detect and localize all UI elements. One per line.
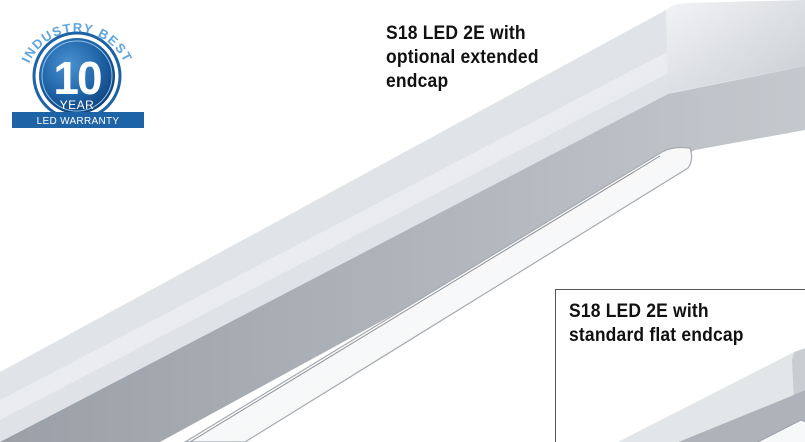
badge-ribbon — [12, 112, 144, 128]
caption-extended-endcap: S18 LED 2E with optional extended endcap — [386, 22, 539, 94]
caption-line: S18 LED 2E with — [569, 301, 709, 322]
fixture-underside — [0, 66, 805, 442]
warranty-badge: INDUSTRY BEST 10 YEAR LED WARRANTY — [12, 20, 144, 128]
caption-line: S18 LED 2E with — [386, 23, 526, 44]
caption-line: standard flat endcap — [569, 325, 744, 346]
badge-ribbon-text: LED WARRANTY — [37, 116, 120, 127]
caption-flat-endcap: S18 LED 2E with standard flat endcap — [569, 300, 744, 348]
fixture-lens-edge — [189, 155, 661, 442]
badge-disc — [39, 38, 115, 114]
caption-line: optional extended — [386, 47, 539, 68]
flat-endcap-top — [617, 348, 805, 442]
badge-inner-ring — [41, 40, 113, 112]
inset-flat-endcap: S18 LED 2E with standard flat endcap — [555, 289, 805, 442]
fixture-endcap — [666, 0, 805, 94]
flat-endcap-illustration — [617, 348, 805, 442]
flat-endcap-lens — [756, 419, 805, 442]
caption-line: endcap — [386, 71, 449, 92]
badge-year: YEAR — [60, 98, 95, 112]
badge-number: 10 — [53, 52, 101, 104]
